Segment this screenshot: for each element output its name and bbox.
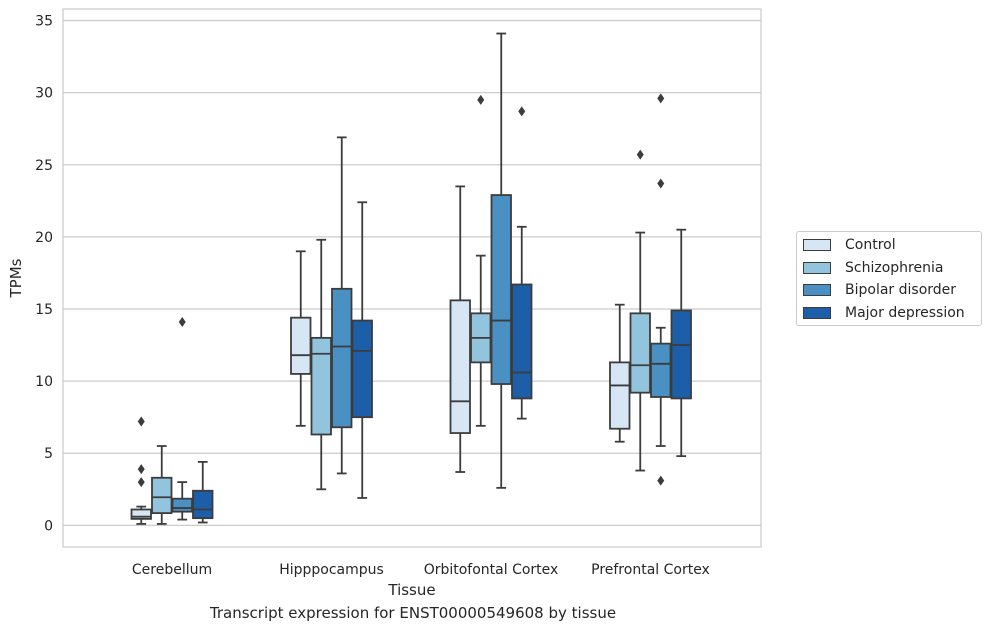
y-tick-label: 0 <box>44 518 53 534</box>
outlier-point <box>137 416 145 427</box>
y-tick-label: 25 <box>35 158 53 174</box>
outlier-point <box>477 94 485 105</box>
box-group <box>490 32 512 489</box>
legend-swatch-bipolar-disorder <box>803 284 831 296</box>
box-group <box>290 250 312 427</box>
box <box>331 287 353 429</box>
box-group <box>310 238 332 491</box>
box <box>351 319 373 419</box>
box <box>151 476 173 515</box>
y-tick-labels: 0 5 10 15 20 25 30 35 <box>35 14 53 535</box>
plot-area-frame <box>62 8 762 548</box>
box-group <box>171 316 193 521</box>
box-group <box>192 461 214 524</box>
legend-label-schizophrenia: Schizophrenia <box>845 260 944 276</box>
outlier-point <box>636 149 644 160</box>
legend-swatch-control <box>803 239 831 251</box>
y-tick-label: 30 <box>35 86 53 102</box>
x-tick-label: Orbitofontal Cortex <box>424 562 559 578</box>
box <box>490 194 512 385</box>
legend-swatch-major-depression <box>803 307 831 319</box>
legend-item-bipolar-disorder: Bipolar disorder <box>803 280 956 300</box>
gridlines <box>63 19 761 526</box>
box-group <box>449 185 471 473</box>
y-axis-label: TPMs <box>7 258 25 298</box>
outlier-point <box>657 178 665 189</box>
box <box>511 283 533 400</box>
box <box>310 336 332 436</box>
box <box>670 309 692 400</box>
box <box>171 497 193 513</box>
y-tick-label: 35 <box>35 14 53 30</box>
outlier-point <box>657 475 665 486</box>
box <box>650 342 672 398</box>
x-tick-label: Cerebellum <box>132 562 212 578</box>
outlier-point <box>518 106 526 117</box>
outlier-point <box>137 464 145 475</box>
box <box>130 508 152 520</box>
box-group <box>650 93 672 486</box>
legend-label-major-depression: Major depression <box>845 305 965 321</box>
y-tick-label: 5 <box>44 446 53 462</box>
legend-item-control: Control <box>803 235 896 255</box>
outlier-point <box>178 316 186 327</box>
legend-item-schizophrenia: Schizophrenia <box>803 258 943 278</box>
x-tick-label: Hipppocampus <box>279 562 384 578</box>
box-group <box>331 136 353 475</box>
legend-swatch-schizophrenia <box>803 262 831 274</box>
box-group <box>511 106 533 420</box>
box <box>290 316 312 375</box>
chart-caption: Transcript expression for ENST0000054960… <box>209 604 617 622</box>
box <box>609 361 631 430</box>
box-group <box>470 94 492 427</box>
box-group <box>351 201 373 499</box>
box <box>449 299 471 434</box>
y-tick-label: 10 <box>35 374 53 390</box>
box-group <box>609 303 631 443</box>
outlier-point <box>657 93 665 104</box>
x-axis-label: Tissue <box>387 581 435 599</box>
boxes <box>130 32 692 525</box>
box-group <box>130 416 152 525</box>
y-tick-label: 20 <box>35 230 53 246</box>
y-tick-label: 15 <box>35 302 53 318</box>
legend-item-major-depression: Major depression <box>803 303 965 323</box>
box-group <box>670 228 692 458</box>
x-tick-label: Prefrontal Cortex <box>591 562 710 578</box>
legend: Control Schizophrenia Bipolar disorder M… <box>796 231 982 326</box>
box <box>629 312 651 394</box>
box-group <box>629 149 651 472</box>
legend-label-bipolar-disorder: Bipolar disorder <box>845 282 957 298</box>
outlier-point <box>137 477 145 488</box>
box-group <box>151 445 173 525</box>
legend-label-control: Control <box>845 237 896 253</box>
box <box>192 489 214 520</box>
x-tick-labels: Cerebellum Hipppocampus Orbitofontal Corte… <box>132 562 710 578</box>
